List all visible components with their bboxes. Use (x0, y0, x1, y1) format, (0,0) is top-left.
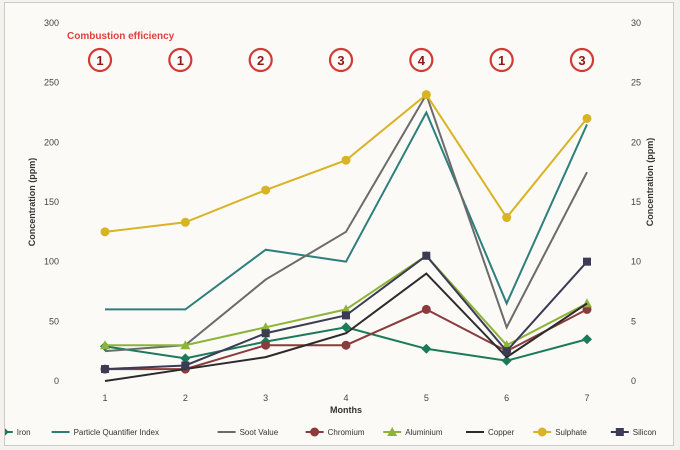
y-right-tick-label: 5 (631, 316, 636, 326)
x-tick-label: 2 (183, 393, 188, 403)
legend-label-chromium: Chromium (328, 428, 365, 437)
data-point-iron (421, 344, 431, 354)
data-point-silicon (583, 258, 591, 266)
legend-label-iron: Iron (17, 428, 31, 437)
x-axis-title: Months (330, 405, 362, 415)
y-right-axis-title: Concentration (ppm) (645, 138, 655, 227)
legend-label-soot-value: Soot Value (240, 428, 279, 437)
data-point-silicon (342, 311, 350, 319)
data-point-sulphate (262, 186, 270, 194)
legend-label-sulphate: Sulphate (555, 428, 587, 437)
y-right-tick-label: 0 (631, 376, 636, 386)
data-point-chromium (422, 305, 430, 313)
y-left-tick-label: 150 (44, 197, 59, 207)
stage-number: 1 (96, 53, 103, 68)
y-right-tick-label: 15 (631, 197, 641, 207)
legend-marker-silicon (616, 428, 624, 436)
y-left-tick-label: 100 (44, 257, 59, 267)
stage-number: 2 (257, 53, 264, 68)
data-point-silicon (422, 252, 430, 260)
y-right-tick-label: 10 (631, 257, 641, 267)
legend-label-silicon: Silicon (633, 428, 657, 437)
legend-label-aluminium: Aluminium (405, 428, 443, 437)
legend-marker-chromium (311, 428, 319, 436)
legend-label-particle-quantifier-index: Particle Quantifier Index (74, 428, 159, 437)
series-line-particle-quantifier-index (105, 113, 587, 310)
annotation-combustion-efficiency: Combustion efficiency (67, 31, 175, 42)
legend-marker-sulphate (538, 428, 546, 436)
x-tick-label: 7 (584, 393, 589, 403)
data-point-iron (582, 334, 592, 344)
data-point-silicon (101, 365, 109, 373)
y-left-tick-label: 50 (49, 316, 59, 326)
x-tick-label: 1 (102, 393, 107, 403)
stage-number: 3 (578, 53, 585, 68)
legend-marker-iron (5, 427, 9, 437)
data-point-chromium (342, 341, 350, 349)
y-left-tick-label: 250 (44, 78, 59, 88)
data-point-sulphate (181, 218, 189, 226)
data-point-sulphate (503, 214, 511, 222)
stage-number: 1 (177, 53, 184, 68)
y-left-axis-title: Concentration (ppm) (27, 158, 37, 247)
y-right-tick-label: 30 (631, 18, 641, 28)
y-left-tick-label: 0 (54, 376, 59, 386)
stage-number: 4 (418, 53, 426, 68)
line-chart: 0 50 100 150 200 250 300 0 5 10 15 20 25 30 1 2 3 4 5 6 7 Mon… (5, 3, 673, 445)
data-point-chromium (262, 341, 270, 349)
data-point-silicon (181, 361, 189, 369)
y-left-tick-label: 200 (44, 137, 59, 147)
x-tick-label: 3 (263, 393, 268, 403)
legend-label-copper: Copper (488, 428, 515, 437)
y-right-tick-label: 20 (631, 137, 641, 147)
data-point-sulphate (422, 91, 430, 99)
chart-frame: 0 50 100 150 200 250 300 0 5 10 15 20 25 30 1 2 3 4 5 6 7 Mon… (4, 2, 674, 446)
y-left-tick-label: 300 (44, 18, 59, 28)
data-point-sulphate (101, 228, 109, 236)
y-right-tick-label: 25 (631, 78, 641, 88)
data-point-sulphate (342, 156, 350, 164)
x-tick-label: 6 (504, 393, 509, 403)
x-tick-label: 4 (343, 393, 348, 403)
stage-number: 3 (337, 53, 344, 68)
data-point-silicon (262, 329, 270, 337)
x-tick-label: 5 (424, 393, 429, 403)
data-point-sulphate (583, 114, 591, 122)
data-point-silicon (503, 347, 511, 355)
stage-number: 1 (498, 53, 505, 68)
